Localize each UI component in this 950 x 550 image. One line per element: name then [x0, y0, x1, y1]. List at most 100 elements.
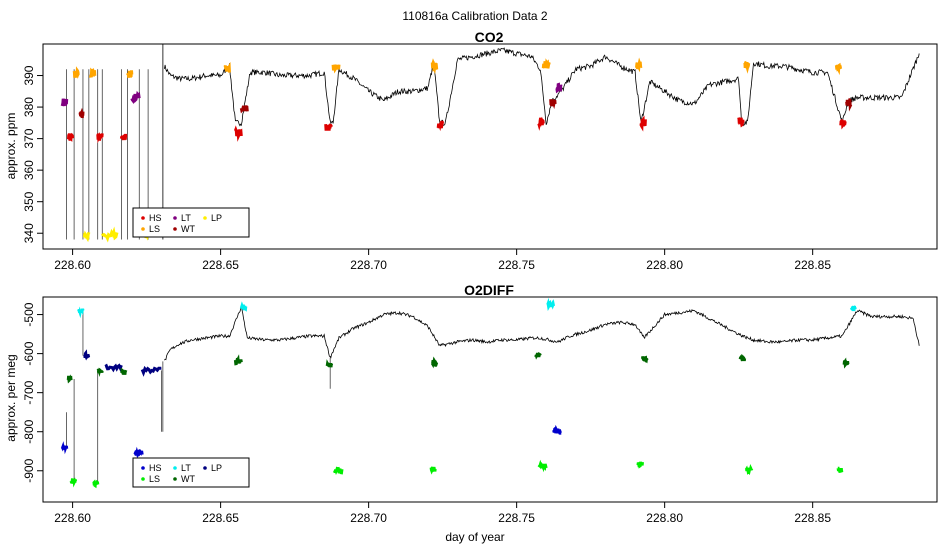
- calibration-segment-ls: [635, 57, 643, 73]
- legend-label-lt: LT: [181, 463, 191, 473]
- legend-label-hs: HS: [149, 463, 162, 473]
- calibration-segment-hs: [839, 119, 847, 130]
- calibration-segment-lt: [555, 82, 563, 94]
- legend-label-lp: LP: [211, 213, 222, 223]
- x-tick-label: 228.75: [498, 511, 535, 525]
- x-tick-label: 228.60: [54, 258, 91, 272]
- o2diff-y-axis-label: approx. per meg: [4, 354, 18, 441]
- co2-plot-frame: [42, 43, 938, 250]
- calibration-segment-ls: [223, 61, 231, 73]
- calibration-segment-lt: [849, 305, 857, 312]
- calibration-segment-ls: [430, 58, 439, 75]
- calibration-segment-lp: [140, 365, 162, 377]
- legend-label-ls: LS: [149, 474, 160, 484]
- calibration-segment-ls: [834, 62, 843, 76]
- calibration-segment-hs: [639, 115, 647, 132]
- legend-marker-wt: [173, 477, 177, 481]
- calibration-segment-ls: [92, 479, 100, 489]
- x-tick-label: 228.70: [350, 258, 387, 272]
- calibration-segment-lp: [100, 226, 119, 243]
- co2-y-axis-label: approx. ppm: [4, 113, 18, 180]
- calibration-segment-wt: [549, 99, 557, 110]
- y-tick-label: -600: [22, 341, 36, 365]
- calibration-segment-lt: [130, 90, 141, 105]
- x-tick-label: 228.60: [54, 511, 91, 525]
- o2diff-trace: [66, 306, 920, 484]
- o2diff-panel-title: O2DIFF: [464, 282, 514, 298]
- calibration-segment-wt: [842, 357, 850, 369]
- legend-label-hs: HS: [149, 213, 162, 223]
- x-tick-label: 228.65: [202, 258, 239, 272]
- calibration-segment-lt: [77, 306, 85, 319]
- calibration-segment-ls: [72, 66, 80, 79]
- calibration-segment-hs: [537, 116, 545, 131]
- calibration-segment-wt: [431, 356, 439, 369]
- y-tick-label: 340: [22, 223, 36, 243]
- y-tick-label: -900: [22, 458, 36, 482]
- legend-label-wt: WT: [181, 224, 195, 234]
- x-tick-label: 228.75: [498, 258, 535, 272]
- calibration-segment-wt: [239, 105, 249, 114]
- calibration-segment-wt: [738, 353, 747, 362]
- y-tick-label: 350: [22, 191, 36, 211]
- x-tick-label: 228.85: [794, 258, 831, 272]
- calibration-segment-ls: [333, 466, 344, 476]
- legend-marker-ls: [141, 477, 145, 481]
- calibration-segment-ls: [69, 477, 78, 488]
- calibration-segment-wt: [120, 367, 128, 375]
- y-tick-label: 380: [22, 97, 36, 117]
- calibration-segment-ls: [429, 466, 437, 475]
- calibration-segment-ls: [537, 459, 548, 473]
- legend-marker-wt: [173, 227, 177, 231]
- co2-trace: [66, 44, 920, 240]
- legend-marker-lt: [173, 216, 177, 220]
- calibration-segment-ls: [744, 463, 754, 476]
- legend-box: [132, 457, 250, 488]
- x-tick-label: 228.70: [350, 511, 387, 525]
- calibration-segment-wt: [534, 351, 542, 360]
- y-tick-label: -800: [22, 419, 36, 443]
- x-tick-label: 228.65: [202, 511, 239, 525]
- calibration-segment-wt: [325, 359, 334, 368]
- x-tick-label: 228.80: [646, 258, 683, 272]
- legend-marker-ls: [141, 227, 145, 231]
- calibration-segment-lt: [60, 98, 69, 107]
- o2diff-axis-ticks: 228.60 228.65 228.70 228.75 228.80 228.85 -900…: [22, 302, 831, 525]
- calibration-segment-hs: [324, 123, 333, 131]
- calibration-segment-ls: [636, 461, 644, 469]
- legend-marker-lp: [203, 466, 207, 470]
- calibration-segment-lp: [83, 349, 91, 361]
- calibration-segment-hs: [233, 125, 243, 142]
- calibration-segment-ls: [331, 64, 341, 74]
- legend-marker-hs: [141, 216, 145, 220]
- calibration-segment-lp: [104, 363, 123, 373]
- calibration-segment-wt: [96, 367, 104, 377]
- legend-label-lp: LP: [211, 463, 222, 473]
- calibration-segment-hs: [552, 424, 562, 435]
- legend-label-ls: LS: [149, 224, 160, 234]
- legend-label-lt: LT: [181, 213, 191, 223]
- calibration-segment-wt: [66, 374, 73, 384]
- co2-legend: HS LT LP LS WT: [132, 207, 250, 238]
- x-tick-label: 228.85: [794, 511, 831, 525]
- calibration-segment-ls: [541, 58, 551, 69]
- calibration-segment-hs: [96, 131, 104, 144]
- o2diff-plot-frame: [42, 296, 938, 503]
- calibration-segment-wt: [641, 355, 649, 364]
- co2-calibration-segments: [60, 57, 853, 243]
- calibration-segment-ls: [743, 60, 751, 74]
- co2-axis-ticks: 228.60 228.65 228.70 228.75 228.80 228.85 340 3…: [22, 65, 831, 272]
- calibration-segment-hs: [133, 446, 144, 459]
- calibration-segment-lt: [239, 301, 248, 312]
- calibration-segment-hs: [737, 117, 745, 128]
- y-tick-label: 360: [22, 160, 36, 180]
- calibration-segment-ls: [126, 70, 134, 78]
- y-tick-label: 390: [22, 65, 36, 85]
- o2diff-panel: O2DIFF approx. per meg 228.60 228.65 228.7…: [4, 282, 938, 525]
- calibration-segment-hs: [436, 120, 445, 132]
- co2-panel: CO2 approx. ppm 228.60 228.65 228.70 228.75…: [4, 29, 938, 272]
- calibration-segment-ls: [88, 67, 97, 78]
- legend-marker-hs: [141, 466, 145, 470]
